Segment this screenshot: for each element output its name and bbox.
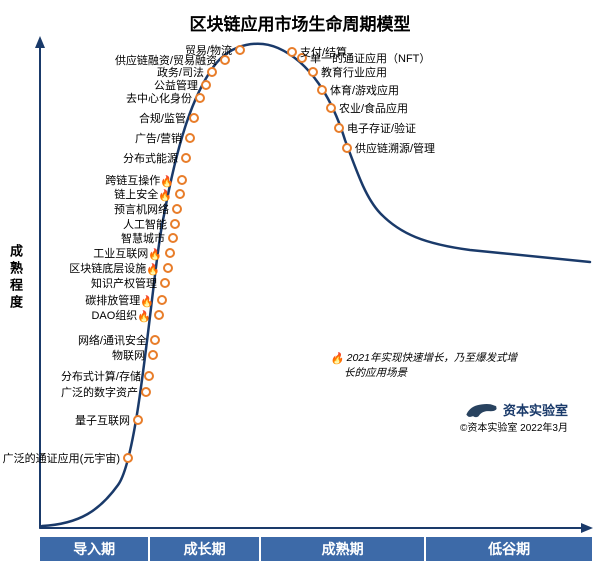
legend-text-l2: 长的应用场景	[344, 367, 407, 379]
point-label: 预言机网络	[114, 201, 169, 217]
phase-bar: 导入期成长期成熟期低谷期	[40, 537, 592, 561]
marker-left-14	[164, 264, 172, 272]
copyright: ©资本实验室 2022年3月	[460, 419, 568, 434]
point-label: 电子存证/验证	[347, 120, 416, 136]
point-label: 工业互联网🔥	[93, 245, 162, 261]
point-label: 知识产权管理	[91, 275, 157, 291]
marker-left-16	[158, 296, 166, 304]
panther-logo	[465, 401, 499, 419]
phase-0: 导入期	[40, 537, 150, 561]
fire-icon-legend: 🔥	[330, 352, 344, 365]
point-label: 网络/通讯安全	[78, 332, 147, 348]
point-label: 教育行业应用	[321, 64, 387, 80]
legend-text-l1: 2021年实现快速增长，乃至爆发式增	[347, 352, 517, 364]
brand-name: 资本实验室	[503, 400, 568, 419]
label-text: 碳排放管理	[85, 295, 140, 307]
branding: 资本实验室 ©资本实验室 2022年3月	[460, 400, 568, 434]
marker-left-9	[176, 190, 184, 198]
point-label: 碳排放管理🔥	[85, 292, 154, 308]
hype-cycle-chart: 区块链应用市场生命周期模型 成熟程度 贸易/物流供应链融资/贸易融资政务/司法公…	[0, 0, 600, 569]
marker-left-2	[208, 68, 216, 76]
marker-left-7	[182, 154, 190, 162]
x-arrow	[581, 523, 593, 533]
point-label: 广泛的数字资产	[61, 384, 138, 400]
marker-left-13	[166, 249, 174, 257]
phase-3: 低谷期	[426, 537, 592, 561]
marker-left-4	[196, 94, 204, 102]
point-label: 体育/游戏应用	[330, 82, 399, 98]
marker-left-15	[161, 279, 169, 287]
marker-right-2	[309, 68, 317, 76]
marker-right-4	[327, 104, 335, 112]
fire-icon: 🔥	[140, 295, 154, 308]
point-label: 区块链底层设施🔥	[69, 260, 160, 276]
marker-right-3	[318, 86, 326, 94]
fire-icon: 🔥	[146, 263, 160, 276]
y-arrow	[35, 36, 45, 48]
fire-icon: 🔥	[158, 189, 172, 202]
point-label: 物联网	[112, 347, 145, 363]
plot-svg	[0, 0, 600, 569]
point-label: 链上安全🔥	[114, 186, 172, 202]
marker-right-0	[288, 48, 296, 56]
point-label: 分布式能源	[123, 150, 178, 166]
label-text: 链上安全	[114, 189, 158, 201]
marker-left-6	[186, 134, 194, 142]
point-label: 去中心化身份	[126, 90, 192, 106]
marker-left-23	[124, 454, 132, 462]
marker-left-19	[149, 351, 157, 359]
marker-left-12	[169, 234, 177, 242]
legend: 🔥 2021年实现快速增长，乃至爆发式增 长的应用场景	[330, 350, 517, 380]
point-label: 供应链溯源/管理	[355, 140, 435, 156]
fire-icon: 🔥	[148, 248, 162, 261]
marker-left-21	[142, 388, 150, 396]
point-label: 广泛的通证应用(元宇宙)	[3, 450, 120, 466]
fire-icon: 🔥	[137, 310, 151, 323]
marker-left-20	[145, 372, 153, 380]
marker-right-5	[335, 124, 343, 132]
point-label: 智慧城市	[121, 230, 165, 246]
marker-left-17	[155, 311, 163, 319]
point-label: 分布式计算/存储	[61, 368, 141, 384]
marker-left-22	[134, 416, 142, 424]
marker-left-18	[151, 336, 159, 344]
marker-left-0	[236, 46, 244, 54]
marker-left-8	[178, 176, 186, 184]
phase-2: 成熟期	[261, 537, 427, 561]
brand-row: 资本实验室	[460, 400, 568, 419]
marker-right-6	[343, 144, 351, 152]
marker-left-5	[190, 114, 198, 122]
point-label: 广告/营销	[135, 130, 182, 146]
point-label: DAO组织🔥	[91, 307, 151, 323]
marker-left-11	[171, 220, 179, 228]
phase-1: 成长期	[150, 537, 260, 561]
marker-left-3	[202, 81, 210, 89]
marker-left-10	[173, 205, 181, 213]
label-text: 工业互联网	[93, 248, 148, 260]
label-text: DAO组织	[91, 310, 137, 322]
point-label: 量子互联网	[75, 412, 130, 428]
point-label: 合规/监管	[139, 110, 186, 126]
label-text: 区块链底层设施	[69, 263, 146, 275]
point-label: 农业/食品应用	[339, 100, 408, 116]
